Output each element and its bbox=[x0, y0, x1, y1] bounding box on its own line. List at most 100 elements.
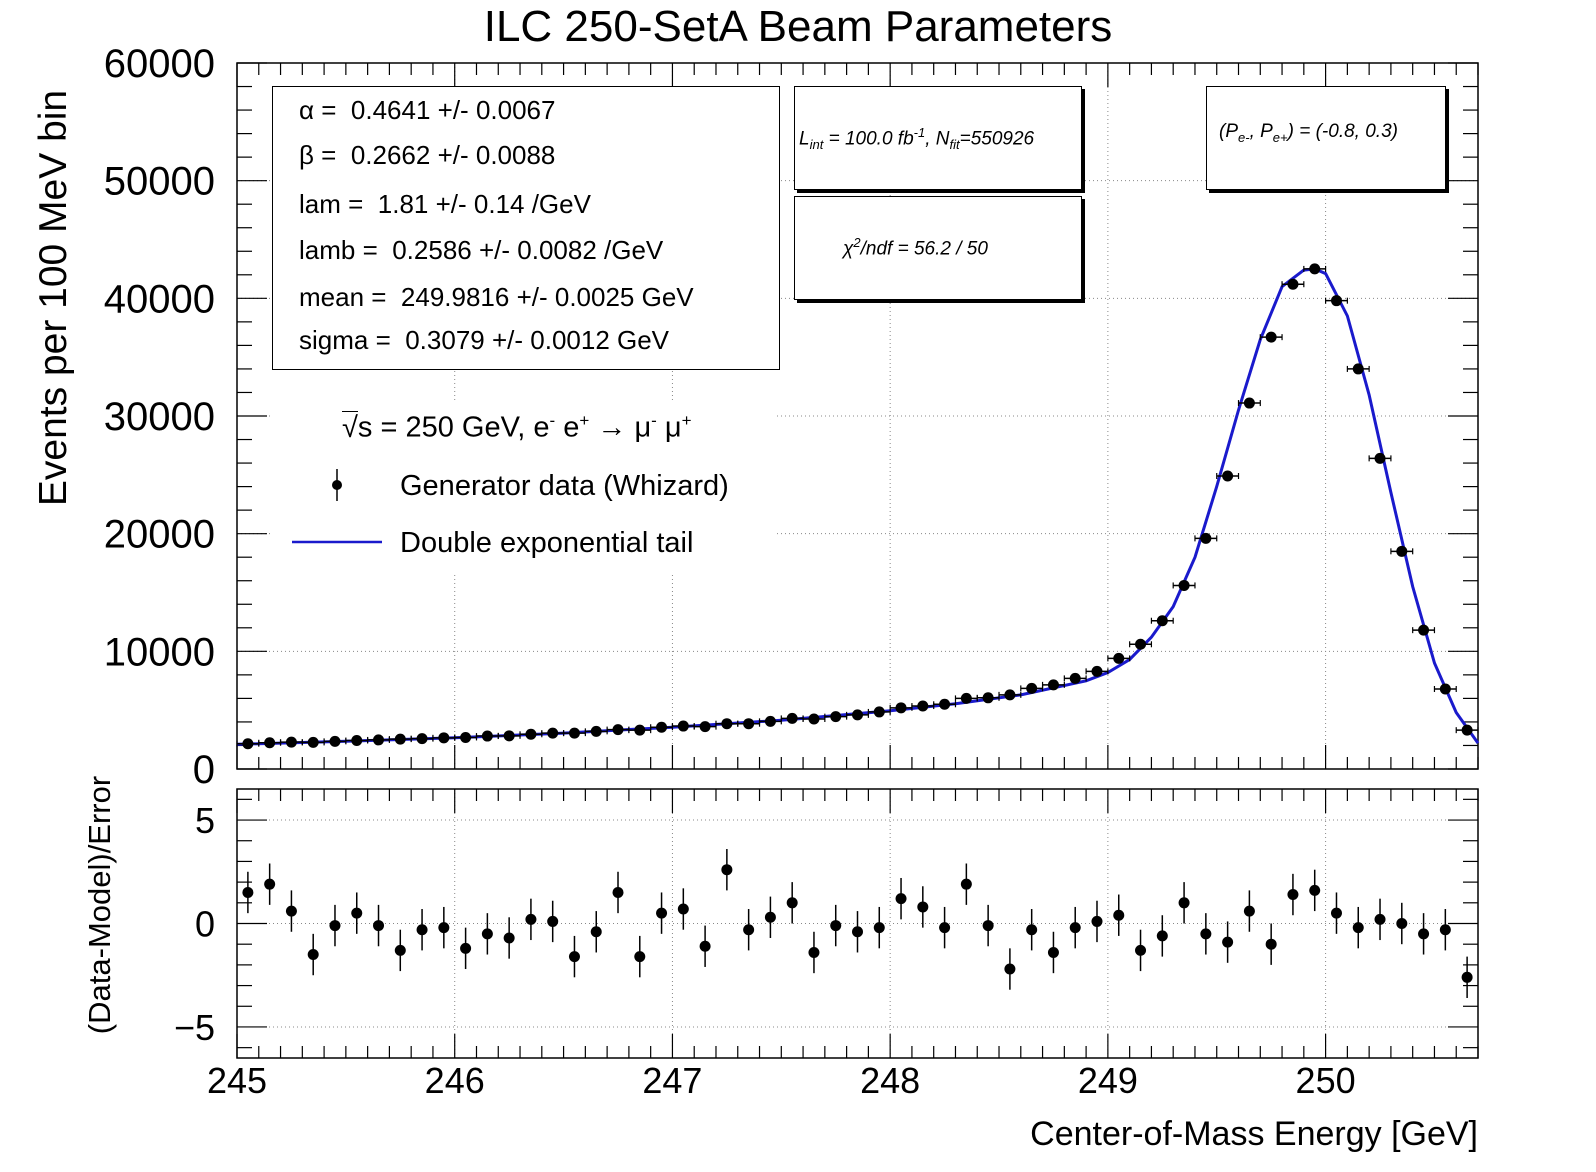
pull-point bbox=[1178, 897, 1190, 909]
fit-parameters-box: α = 0.4641 +/- 0.0067 β = 0.2662 +/- 0.0… bbox=[272, 86, 780, 370]
pull-point bbox=[1069, 922, 1081, 934]
data-point bbox=[1200, 532, 1212, 544]
data-point bbox=[307, 736, 319, 748]
data-point bbox=[590, 725, 602, 737]
pull-point bbox=[481, 928, 493, 940]
pull-point bbox=[895, 893, 907, 905]
pull-point bbox=[329, 920, 341, 932]
pull-point bbox=[982, 920, 994, 932]
param-mean: mean = 249.9816 +/- 0.0025 GeV bbox=[299, 282, 694, 312]
pull-point bbox=[1091, 915, 1103, 927]
pull-point bbox=[808, 946, 820, 958]
y-tick-label: 10000 bbox=[104, 630, 215, 674]
x-tick-label: 247 bbox=[642, 1060, 702, 1101]
legend-fit-label: Double exponential tail bbox=[400, 527, 694, 559]
pull-point bbox=[1330, 907, 1342, 919]
pull-point bbox=[917, 901, 929, 913]
data-point bbox=[786, 712, 798, 724]
data-point bbox=[917, 700, 929, 712]
legend-fit-line bbox=[292, 540, 382, 544]
param-lamb: lamb = 0.2586 +/- 0.0082 /GeV bbox=[299, 235, 664, 265]
pull-point bbox=[743, 924, 755, 936]
pull-point bbox=[1265, 938, 1277, 950]
data-point bbox=[873, 706, 885, 718]
residual-panel: −5 0 5 245 246 247 248 249 250 bbox=[174, 788, 1479, 1101]
data-point bbox=[1374, 452, 1386, 464]
residual-y-tick-label: 0 bbox=[195, 904, 215, 945]
polarization-box: (Pe-, Pe+) = (-0.8, 0.3) bbox=[1206, 86, 1446, 190]
data-point bbox=[416, 733, 428, 745]
y-tick-label: 50000 bbox=[104, 160, 215, 204]
data-point bbox=[351, 735, 363, 747]
data-point bbox=[460, 731, 472, 743]
data-point bbox=[438, 732, 450, 744]
data-point bbox=[1047, 679, 1059, 691]
data-point bbox=[1222, 470, 1234, 482]
legend: √s = 250 GeV, e- e+ → μ- μ+ Generator da… bbox=[272, 403, 777, 575]
data-point bbox=[242, 738, 254, 750]
pull-point bbox=[1156, 930, 1168, 942]
pull-point bbox=[438, 922, 450, 934]
pull-point bbox=[264, 878, 276, 890]
pull-point bbox=[285, 905, 297, 917]
pull-point bbox=[1222, 936, 1234, 948]
chi-square-box: χ2/ndf = 56.2 / 50 bbox=[794, 196, 1082, 300]
pull-point bbox=[351, 907, 363, 919]
data-point bbox=[721, 718, 733, 730]
y-tick-label: 0 bbox=[193, 748, 215, 792]
pull-point bbox=[1004, 963, 1016, 975]
data-point bbox=[285, 736, 297, 748]
pull-point bbox=[1461, 971, 1473, 983]
x-axis-label: Center-of-Mass Energy [GeV] bbox=[1030, 1115, 1478, 1153]
data-point bbox=[808, 713, 820, 725]
pull-point bbox=[634, 951, 646, 963]
data-point bbox=[1352, 363, 1364, 375]
pull-point bbox=[1287, 889, 1299, 901]
data-point bbox=[1091, 665, 1103, 677]
data-point bbox=[503, 730, 515, 742]
pull-point bbox=[612, 886, 624, 898]
residual-y-tick-label: 5 bbox=[195, 800, 215, 841]
pull-point bbox=[939, 922, 951, 934]
pull-point bbox=[1200, 928, 1212, 940]
pull-point bbox=[416, 924, 428, 936]
data-point bbox=[1004, 689, 1016, 701]
pull-point bbox=[1113, 909, 1125, 921]
legend-process: √s = 250 GeV, e- e+ → μ- μ+ bbox=[342, 410, 692, 444]
pull-point bbox=[568, 951, 580, 963]
param-sigma: sigma = 0.3079 +/- 0.0012 GeV bbox=[299, 325, 670, 355]
data-point bbox=[699, 721, 711, 733]
pull-point bbox=[547, 915, 559, 927]
data-point bbox=[1135, 638, 1147, 650]
y-tick-label: 20000 bbox=[104, 513, 215, 557]
data-point bbox=[1178, 579, 1190, 591]
pull-point bbox=[786, 897, 798, 909]
data-point bbox=[1026, 682, 1038, 694]
polarization-text: (Pe-, Pe+) = (-0.8, 0.3) bbox=[1219, 121, 1398, 145]
pull-point bbox=[699, 940, 711, 952]
data-point bbox=[1287, 278, 1299, 290]
param-alpha: α = 0.4641 +/- 0.0067 bbox=[299, 95, 556, 125]
pull-point bbox=[394, 944, 406, 956]
pull-point bbox=[590, 926, 602, 938]
data-point bbox=[373, 734, 385, 746]
data-point bbox=[264, 737, 276, 749]
pull-point bbox=[242, 886, 254, 898]
data-point bbox=[743, 718, 755, 730]
residual-y-axis-label: (Data-Model)/Error bbox=[82, 776, 117, 1034]
data-point bbox=[612, 724, 624, 736]
data-point bbox=[394, 733, 406, 745]
pull-point bbox=[1374, 913, 1386, 925]
data-point bbox=[1156, 615, 1168, 627]
pull-point bbox=[721, 864, 733, 876]
data-point bbox=[1069, 672, 1081, 684]
param-lam: lam = 1.81 +/- 0.14 /GeV bbox=[299, 189, 591, 219]
data-point bbox=[1330, 295, 1342, 307]
data-point bbox=[1418, 624, 1430, 636]
param-beta: β = 0.2662 +/- 0.0088 bbox=[299, 140, 556, 170]
data-point bbox=[525, 728, 537, 740]
data-point bbox=[1396, 545, 1408, 557]
x-tick-label: 250 bbox=[1296, 1060, 1356, 1101]
pull-point bbox=[503, 932, 515, 944]
